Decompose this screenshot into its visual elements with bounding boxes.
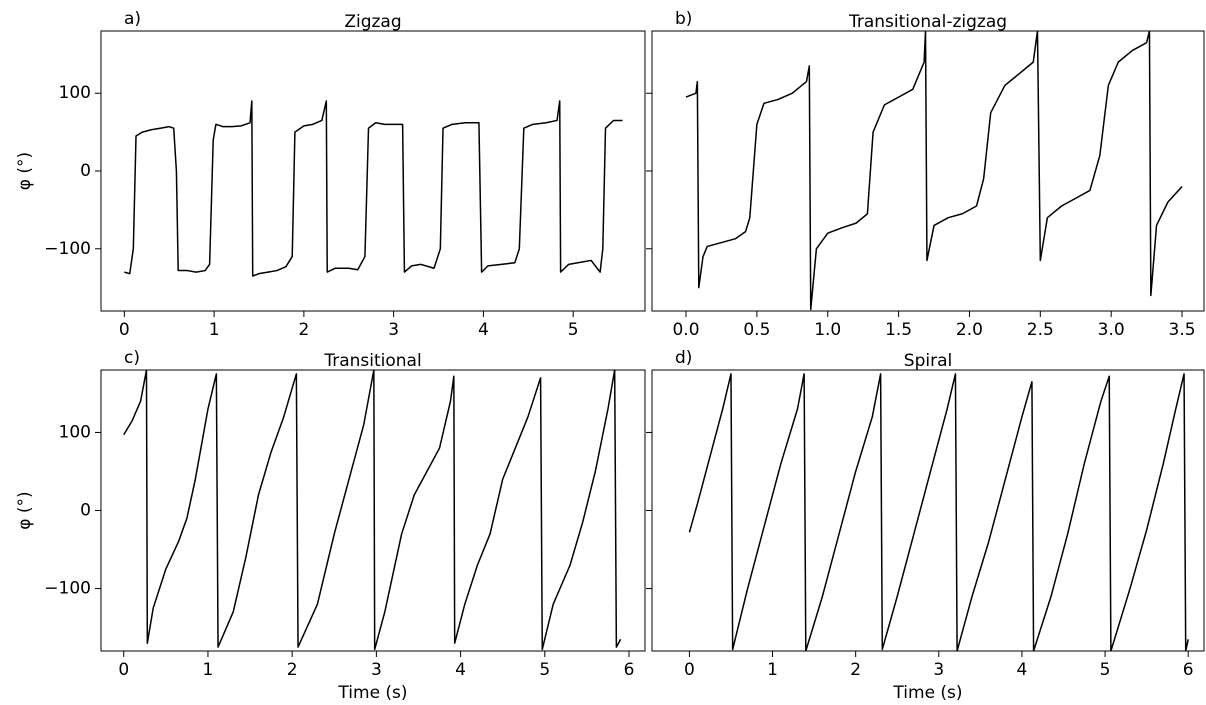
x-tick-label: 4 — [478, 320, 489, 340]
x-tick-label: 2.5 — [1027, 320, 1054, 340]
x-tick-label: 3.5 — [1169, 320, 1196, 340]
x-tick-label: 4 — [455, 660, 466, 680]
data-line — [124, 100, 623, 277]
plot-frame — [100, 369, 646, 652]
x-tick-label: 2 — [298, 320, 309, 340]
y-tick-label: 0 — [80, 161, 91, 181]
data-line — [123, 370, 622, 651]
panel-title: Zigzag — [344, 12, 401, 32]
x-tick-label: 3 — [933, 660, 944, 680]
panel-label: a) — [124, 9, 141, 29]
panel-label: d) — [675, 348, 692, 368]
x-tick-label: 5 — [568, 320, 579, 340]
x-tick-label: 2 — [287, 660, 298, 680]
x-tick-label: 1 — [203, 660, 214, 680]
data-line — [688, 373, 1189, 651]
x-tick-label: 1 — [209, 320, 220, 340]
x-tick-label: 0.0 — [672, 320, 699, 340]
x-tick-label: 0.5 — [743, 320, 770, 340]
x-tick-label: 0 — [118, 660, 129, 680]
x-tick-label: 1.0 — [814, 320, 841, 340]
x-tick-label: 3 — [371, 660, 382, 680]
y-axis-label: φ (°) — [15, 152, 35, 190]
x-tick-label: 5 — [539, 660, 550, 680]
y-tick-label: 0 — [80, 501, 91, 521]
x-tick-label: 2 — [850, 660, 861, 680]
x-tick-label: 1.5 — [885, 320, 912, 340]
x-tick-label: 3.0 — [1098, 320, 1125, 340]
x-tick-label: 2.0 — [956, 320, 983, 340]
x-tick-label: 4 — [1017, 660, 1028, 680]
panel-title: Spiral — [904, 351, 952, 371]
x-tick-label: 6 — [1183, 660, 1194, 680]
y-tick-label: 100 — [59, 422, 91, 442]
x-tick-label: 0 — [119, 320, 130, 340]
x-tick-label: 5 — [1100, 660, 1111, 680]
x-tick-label: 0 — [684, 660, 695, 680]
x-tick-label: 6 — [624, 660, 635, 680]
y-tick-label: −100 — [44, 579, 91, 599]
y-axis-label: φ (°) — [15, 491, 35, 529]
x-tick-label: 3 — [388, 320, 399, 340]
y-tick-label: −100 — [44, 239, 91, 259]
panel-title: Transitional — [323, 351, 421, 371]
panel-label: c) — [124, 348, 140, 368]
x-tick-label: 1 — [767, 660, 778, 680]
x-axis-label: Time (s) — [337, 683, 407, 703]
panel-label: b) — [675, 9, 692, 29]
y-tick-label: 100 — [59, 83, 91, 103]
data-line — [685, 31, 1183, 311]
panel-title: Transitional-zigzag — [848, 12, 1007, 32]
plot-frame — [100, 30, 646, 312]
plot-frame — [651, 369, 1205, 652]
plot-frame — [651, 30, 1205, 312]
x-axis-label: Time (s) — [892, 683, 962, 703]
